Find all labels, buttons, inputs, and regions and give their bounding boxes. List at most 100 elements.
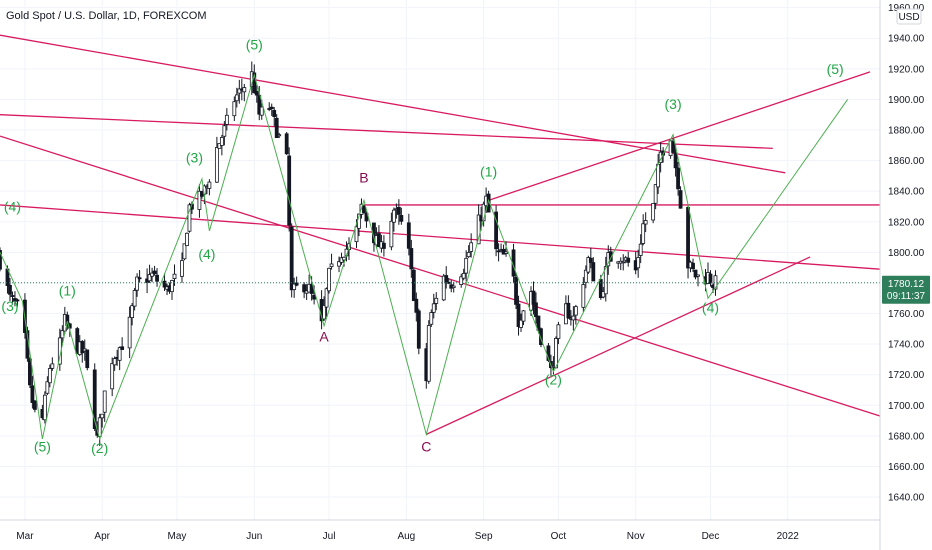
candle-body <box>42 394 47 421</box>
candle-body <box>713 275 718 290</box>
candle-body <box>277 134 282 137</box>
chart-title: Gold Spot / U.S. Dollar, 1D, FOREXCOM <box>6 10 207 22</box>
candle-body <box>708 273 713 284</box>
wave-label: B <box>359 169 368 185</box>
candle-body <box>434 297 439 304</box>
wave-label: C <box>421 439 431 455</box>
wave-label: (2) <box>545 371 562 387</box>
candle-body <box>514 276 518 305</box>
candle-body <box>496 250 501 253</box>
candle-body <box>653 184 658 204</box>
price-tick-label: 1820.00 <box>888 217 925 228</box>
wave-label: (4) <box>702 299 719 315</box>
candle-body <box>409 248 414 270</box>
candle-body <box>217 143 222 149</box>
wave-count-line[interactable] <box>0 73 849 441</box>
candle-body <box>47 368 52 384</box>
candle-body <box>284 133 289 155</box>
candle-body <box>232 101 237 117</box>
candle-body <box>469 242 474 252</box>
trendline[interactable] <box>488 71 871 201</box>
elliott-wave-path[interactable] <box>0 73 849 441</box>
price-axis[interactable]: 1640.00 1660.00 1680.00 1700.00 1720.00 1740.… <box>888 3 925 503</box>
candle-body <box>294 282 299 286</box>
candle-body <box>643 220 648 225</box>
candle-body <box>586 257 591 273</box>
candle-body <box>416 310 421 349</box>
candle-body <box>302 284 307 293</box>
trendline[interactable] <box>0 135 881 417</box>
candle-body <box>608 251 613 262</box>
time-axis[interactable]: Mar Apr May Jun Jul Aug Sep Oct Nov Dec 2022 <box>16 531 799 542</box>
trendline[interactable] <box>0 114 773 150</box>
candle-body <box>337 261 341 267</box>
wave-label: (5) <box>246 36 263 52</box>
price-tick-label: 1860.00 <box>888 156 925 167</box>
candle-body <box>100 413 105 419</box>
candle-body <box>521 310 526 322</box>
trendline[interactable] <box>0 34 786 174</box>
candle-body <box>224 114 229 125</box>
candle-body <box>65 314 70 326</box>
candle-body <box>274 117 279 139</box>
currency-button[interactable]: USD <box>896 8 922 25</box>
candle-body <box>329 263 334 268</box>
candle-body <box>377 233 381 248</box>
candle-body <box>147 274 152 282</box>
candle-body <box>28 358 32 386</box>
candle-body <box>411 269 416 302</box>
candle-body <box>60 330 65 339</box>
candle-body <box>197 190 202 210</box>
candle-body <box>696 274 700 277</box>
candle-body <box>656 163 661 188</box>
candle-body <box>80 341 85 354</box>
candle-body <box>287 155 292 226</box>
candle-body <box>172 273 177 279</box>
candle-body <box>92 369 97 430</box>
wave-label: (1) <box>480 163 497 179</box>
candle-body <box>130 305 135 318</box>
candle-body <box>466 252 471 258</box>
wave-label: (1) <box>59 283 76 299</box>
trendline[interactable] <box>426 256 811 435</box>
candle-body <box>461 273 466 279</box>
candle-body <box>322 305 326 320</box>
candle-body <box>621 261 626 264</box>
currency-label: USD <box>898 12 919 23</box>
candle-body <box>150 272 154 277</box>
price-tick-label: 1800.00 <box>888 248 925 259</box>
candle-body <box>638 243 643 256</box>
candle-body <box>137 277 142 280</box>
price-tick-label: 1760.00 <box>888 309 925 320</box>
candle-body <box>539 328 543 346</box>
candle-body <box>554 338 558 369</box>
candle-body <box>581 284 586 308</box>
candle-body <box>414 298 419 313</box>
candle-body <box>187 204 192 232</box>
trendline-layer[interactable] <box>0 34 881 435</box>
candle-body <box>219 137 224 146</box>
candle-body <box>180 260 184 277</box>
price-tick-label: 1740.00 <box>888 340 925 351</box>
candle-body <box>10 295 15 297</box>
candle-body <box>8 284 12 295</box>
candle-body <box>464 257 469 274</box>
trendline[interactable] <box>0 204 881 270</box>
candle-body <box>451 285 456 289</box>
candle-body <box>222 125 227 137</box>
candle-body <box>476 214 481 245</box>
time-tick-label: May <box>168 531 187 542</box>
candle-body <box>324 288 329 308</box>
candle-body <box>75 328 80 354</box>
candle-body <box>459 276 464 285</box>
candle-body <box>429 312 434 325</box>
candle-body <box>267 108 272 110</box>
candle-body <box>396 206 401 215</box>
wave-label: (3) <box>186 150 203 166</box>
last-price-value: 1780.12 <box>888 279 925 290</box>
candle-body <box>33 400 37 410</box>
candle-body <box>601 291 606 298</box>
candle-body <box>441 275 446 301</box>
